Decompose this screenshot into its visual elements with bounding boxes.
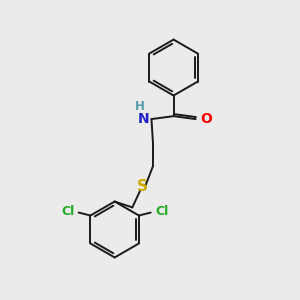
Text: Cl: Cl [61, 205, 74, 218]
Text: H: H [135, 100, 145, 112]
Text: O: O [200, 112, 212, 126]
Text: S: S [137, 179, 148, 194]
Text: Cl: Cl [155, 205, 168, 218]
Text: N: N [137, 112, 149, 126]
